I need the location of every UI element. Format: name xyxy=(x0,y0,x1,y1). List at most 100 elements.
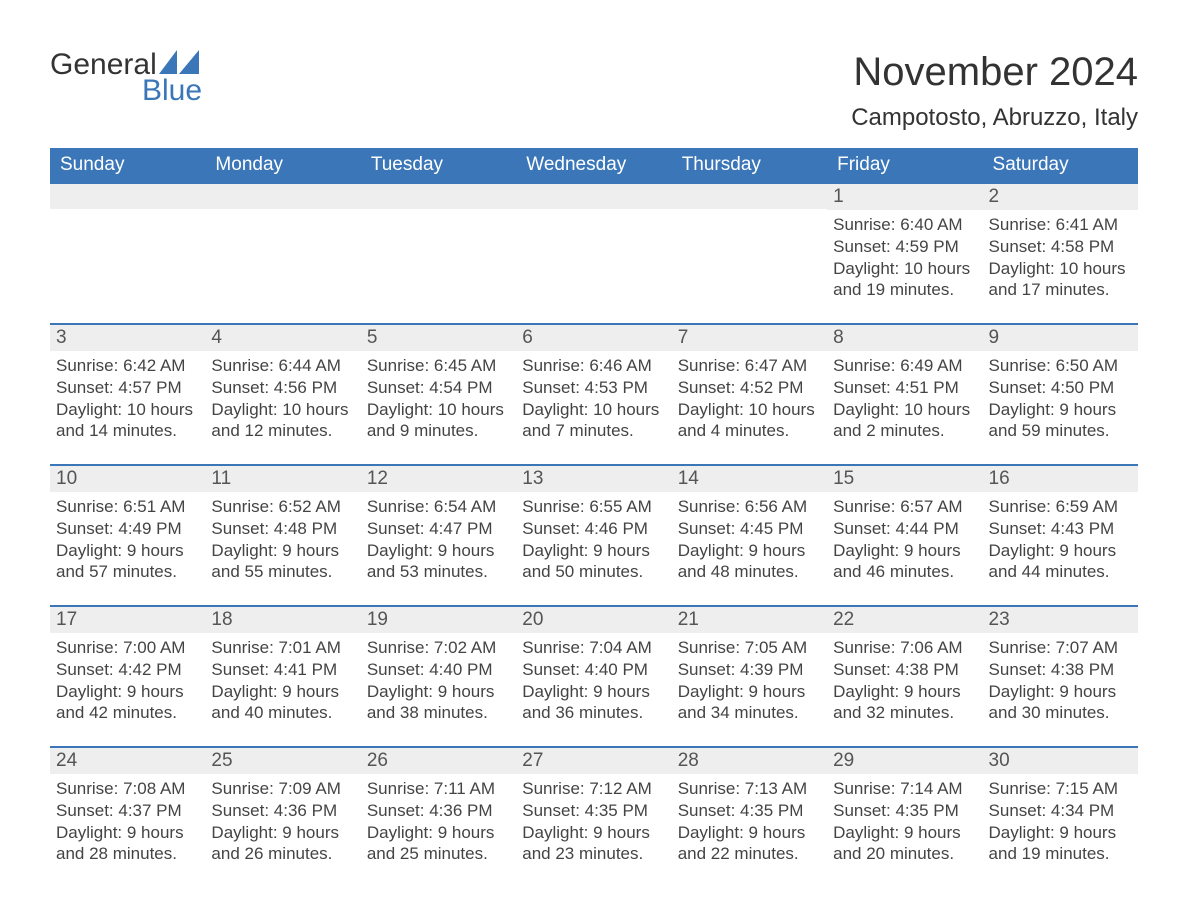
day-number: 10 xyxy=(50,464,205,492)
day-body: Sunrise: 6:42 AMSunset: 4:57 PMDaylight:… xyxy=(50,351,205,442)
sunset-text: Sunset: 4:36 PM xyxy=(367,800,510,822)
sunrise-text: Sunrise: 7:01 AM xyxy=(211,637,354,659)
day-number: 21 xyxy=(672,605,827,633)
week-row: 24Sunrise: 7:08 AMSunset: 4:37 PMDayligh… xyxy=(50,746,1138,887)
day-body: Sunrise: 7:08 AMSunset: 4:37 PMDaylight:… xyxy=(50,774,205,865)
logo: General Blue xyxy=(50,50,202,106)
day-cell: 18Sunrise: 7:01 AMSunset: 4:41 PMDayligh… xyxy=(205,605,360,746)
day-body: Sunrise: 7:11 AMSunset: 4:36 PMDaylight:… xyxy=(361,774,516,865)
day-cell: 28Sunrise: 7:13 AMSunset: 4:35 PMDayligh… xyxy=(672,746,827,887)
title-block: November 2024 Campotosto, Abruzzo, Italy xyxy=(851,50,1138,132)
day-number: 24 xyxy=(50,746,205,774)
day-body: Sunrise: 7:13 AMSunset: 4:35 PMDaylight:… xyxy=(672,774,827,865)
daylight-text: Daylight: 10 hours and 4 minutes. xyxy=(678,399,821,443)
daylight-text: Daylight: 10 hours and 19 minutes. xyxy=(833,258,976,302)
day-cell: 26Sunrise: 7:11 AMSunset: 4:36 PMDayligh… xyxy=(361,746,516,887)
weekday-monday: Monday xyxy=(205,148,360,182)
day-cell: 17Sunrise: 7:00 AMSunset: 4:42 PMDayligh… xyxy=(50,605,205,746)
calendar-page: General Blue November 2024 Campotosto, A… xyxy=(0,0,1188,917)
calendar: SundayMondayTuesdayWednesdayThursdayFrid… xyxy=(50,148,1138,887)
daylight-text: Daylight: 9 hours and 22 minutes. xyxy=(678,822,821,866)
day-number: 9 xyxy=(983,323,1138,351)
day-cell: 5Sunrise: 6:45 AMSunset: 4:54 PMDaylight… xyxy=(361,323,516,464)
day-cell: 15Sunrise: 6:57 AMSunset: 4:44 PMDayligh… xyxy=(827,464,982,605)
sunset-text: Sunset: 4:35 PM xyxy=(833,800,976,822)
day-cell: 29Sunrise: 7:14 AMSunset: 4:35 PMDayligh… xyxy=(827,746,982,887)
sunrise-text: Sunrise: 7:12 AM xyxy=(522,778,665,800)
day-number: 6 xyxy=(516,323,671,351)
sunset-text: Sunset: 4:46 PM xyxy=(522,518,665,540)
day-number: 23 xyxy=(983,605,1138,633)
week-row: 3Sunrise: 6:42 AMSunset: 4:57 PMDaylight… xyxy=(50,323,1138,464)
sunset-text: Sunset: 4:48 PM xyxy=(211,518,354,540)
day-cell: 20Sunrise: 7:04 AMSunset: 4:40 PMDayligh… xyxy=(516,605,671,746)
day-body: Sunrise: 7:14 AMSunset: 4:35 PMDaylight:… xyxy=(827,774,982,865)
sunrise-text: Sunrise: 6:42 AM xyxy=(56,355,199,377)
daylight-text: Daylight: 9 hours and 44 minutes. xyxy=(989,540,1132,584)
day-number: 11 xyxy=(205,464,360,492)
daylight-text: Daylight: 9 hours and 23 minutes. xyxy=(522,822,665,866)
day-number: 1 xyxy=(827,182,982,210)
daylight-text: Daylight: 9 hours and 20 minutes. xyxy=(833,822,976,866)
weekday-sunday: Sunday xyxy=(50,148,205,182)
daylight-text: Daylight: 9 hours and 38 minutes. xyxy=(367,681,510,725)
empty-cell xyxy=(672,182,827,323)
daylight-text: Daylight: 9 hours and 48 minutes. xyxy=(678,540,821,584)
day-number: 27 xyxy=(516,746,671,774)
daylight-text: Daylight: 9 hours and 19 minutes. xyxy=(989,822,1132,866)
day-cell: 7Sunrise: 6:47 AMSunset: 4:52 PMDaylight… xyxy=(672,323,827,464)
sunset-text: Sunset: 4:49 PM xyxy=(56,518,199,540)
sunset-text: Sunset: 4:44 PM xyxy=(833,518,976,540)
sunset-text: Sunset: 4:45 PM xyxy=(678,518,821,540)
day-number: 20 xyxy=(516,605,671,633)
day-cell: 21Sunrise: 7:05 AMSunset: 4:39 PMDayligh… xyxy=(672,605,827,746)
day-number xyxy=(50,182,205,209)
day-cell: 11Sunrise: 6:52 AMSunset: 4:48 PMDayligh… xyxy=(205,464,360,605)
empty-cell xyxy=(50,182,205,323)
sunrise-text: Sunrise: 6:56 AM xyxy=(678,496,821,518)
sunrise-text: Sunrise: 7:15 AM xyxy=(989,778,1132,800)
sunrise-text: Sunrise: 7:07 AM xyxy=(989,637,1132,659)
day-number: 5 xyxy=(361,323,516,351)
day-cell: 14Sunrise: 6:56 AMSunset: 4:45 PMDayligh… xyxy=(672,464,827,605)
day-number: 3 xyxy=(50,323,205,351)
page-subtitle: Campotosto, Abruzzo, Italy xyxy=(851,104,1138,132)
weekday-thursday: Thursday xyxy=(672,148,827,182)
sunset-text: Sunset: 4:47 PM xyxy=(367,518,510,540)
sunset-text: Sunset: 4:34 PM xyxy=(989,800,1132,822)
day-body: Sunrise: 6:50 AMSunset: 4:50 PMDaylight:… xyxy=(983,351,1138,442)
sunset-text: Sunset: 4:35 PM xyxy=(522,800,665,822)
day-number: 13 xyxy=(516,464,671,492)
day-cell: 22Sunrise: 7:06 AMSunset: 4:38 PMDayligh… xyxy=(827,605,982,746)
day-cell: 8Sunrise: 6:49 AMSunset: 4:51 PMDaylight… xyxy=(827,323,982,464)
sunset-text: Sunset: 4:40 PM xyxy=(522,659,665,681)
empty-cell xyxy=(516,182,671,323)
week-row: 10Sunrise: 6:51 AMSunset: 4:49 PMDayligh… xyxy=(50,464,1138,605)
page-title: November 2024 xyxy=(851,50,1138,94)
day-number xyxy=(672,182,827,209)
day-cell: 9Sunrise: 6:50 AMSunset: 4:50 PMDaylight… xyxy=(983,323,1138,464)
day-body: Sunrise: 6:49 AMSunset: 4:51 PMDaylight:… xyxy=(827,351,982,442)
sunset-text: Sunset: 4:38 PM xyxy=(833,659,976,681)
sunset-text: Sunset: 4:42 PM xyxy=(56,659,199,681)
day-number: 18 xyxy=(205,605,360,633)
header: General Blue November 2024 Campotosto, A… xyxy=(50,50,1138,132)
daylight-text: Daylight: 10 hours and 17 minutes. xyxy=(989,258,1132,302)
day-cell: 19Sunrise: 7:02 AMSunset: 4:40 PMDayligh… xyxy=(361,605,516,746)
logo-word-general: General xyxy=(50,50,157,80)
daylight-text: Daylight: 9 hours and 57 minutes. xyxy=(56,540,199,584)
sunrise-text: Sunrise: 6:45 AM xyxy=(367,355,510,377)
day-cell: 27Sunrise: 7:12 AMSunset: 4:35 PMDayligh… xyxy=(516,746,671,887)
day-cell: 16Sunrise: 6:59 AMSunset: 4:43 PMDayligh… xyxy=(983,464,1138,605)
day-body: Sunrise: 6:47 AMSunset: 4:52 PMDaylight:… xyxy=(672,351,827,442)
sunset-text: Sunset: 4:43 PM xyxy=(989,518,1132,540)
day-body: Sunrise: 7:05 AMSunset: 4:39 PMDaylight:… xyxy=(672,633,827,724)
weekday-friday: Friday xyxy=(827,148,982,182)
weekday-saturday: Saturday xyxy=(983,148,1138,182)
logo-word-blue: Blue xyxy=(142,76,202,106)
day-body: Sunrise: 7:12 AMSunset: 4:35 PMDaylight:… xyxy=(516,774,671,865)
day-number: 22 xyxy=(827,605,982,633)
day-cell: 24Sunrise: 7:08 AMSunset: 4:37 PMDayligh… xyxy=(50,746,205,887)
day-cell: 6Sunrise: 6:46 AMSunset: 4:53 PMDaylight… xyxy=(516,323,671,464)
sunrise-text: Sunrise: 7:02 AM xyxy=(367,637,510,659)
